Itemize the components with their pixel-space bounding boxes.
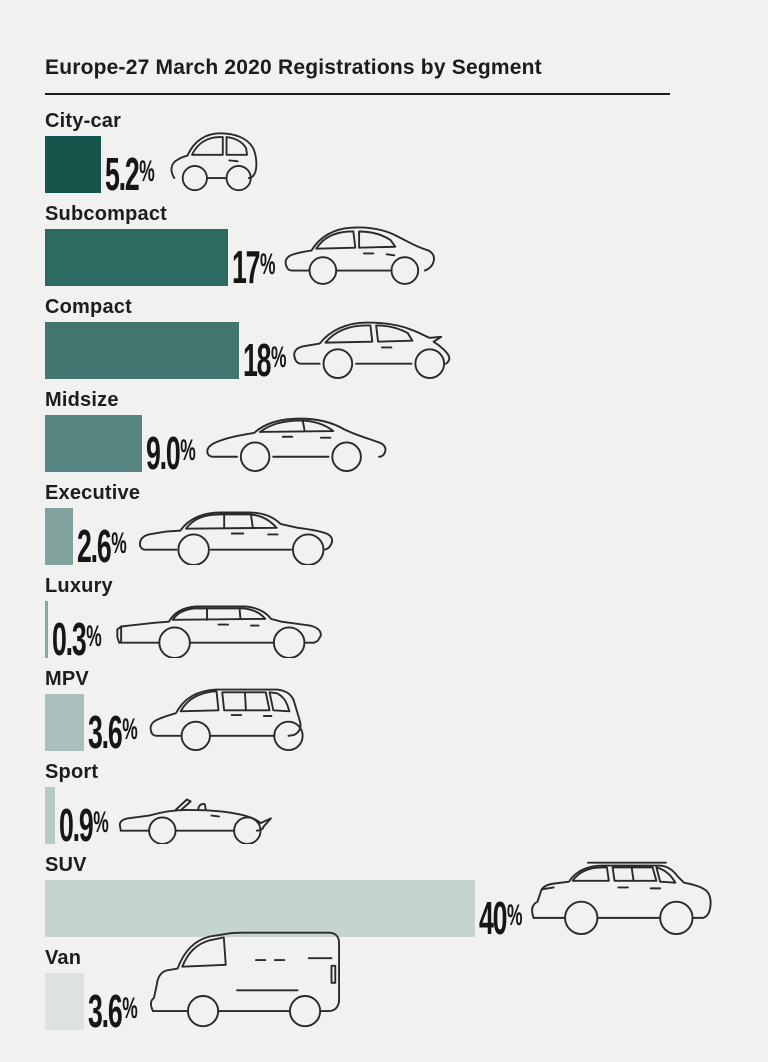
segment-label: SUV	[45, 854, 87, 876]
compact-car-illustration	[290, 312, 468, 379]
midsize-car-icon	[206, 417, 387, 472]
segment-row: Subcompact 17%	[45, 202, 728, 295]
subcompact-car-illustration	[280, 217, 442, 286]
segment-value: 9.0%	[146, 430, 196, 476]
segment-value: 18%	[243, 337, 286, 383]
segment-label: Compact	[45, 296, 132, 318]
segment-row: Compact 18%	[45, 295, 728, 388]
segment-value: 3.6%	[88, 988, 138, 1034]
executive-car-illustration	[136, 502, 362, 565]
mpv-car-icon	[149, 688, 304, 751]
segment-row: Midsize 9.0%	[45, 388, 728, 481]
segment-bar	[45, 415, 142, 472]
city-car-car-illustration	[164, 124, 276, 193]
segment-value: 17%	[232, 244, 275, 290]
percent-sign: %	[259, 248, 275, 281]
city-car-car-icon	[170, 132, 257, 192]
segment-value-number: 3.6	[87, 706, 123, 758]
segment-label: City-car	[45, 110, 122, 132]
segment-value: 40%	[479, 895, 522, 941]
segment-value: 0.3%	[52, 616, 102, 662]
segment-label: Midsize	[45, 389, 119, 411]
segment-label: Luxury	[45, 575, 113, 597]
segment-bar	[45, 136, 101, 193]
percent-sign: %	[270, 341, 286, 374]
suv-car-illustration	[527, 855, 723, 937]
segment-barline: 0.9%	[45, 787, 728, 848]
segment-value-number: 0.9	[58, 799, 94, 851]
segment-value: 0.9%	[59, 802, 109, 848]
segment-barline: 9.0%	[45, 415, 728, 476]
segment-value-number: 2.6	[76, 520, 112, 572]
segment-barline: 3.6%	[45, 688, 728, 755]
van-car-icon	[150, 931, 341, 1028]
segment-barline: 3.6%	[45, 931, 728, 1034]
segment-bar	[45, 973, 84, 1030]
luxury-car-illustration	[111, 595, 347, 658]
segment-row: SUV 40%	[45, 853, 728, 946]
segment-bar	[45, 229, 228, 286]
mpv-car-illustration	[146, 681, 342, 751]
segment-barline: 17%	[45, 226, 728, 290]
percent-sign: %	[179, 434, 195, 467]
segment-value-number: 40	[479, 892, 508, 944]
segment-bar	[45, 601, 49, 658]
percent-sign: %	[121, 713, 137, 746]
executive-car-icon	[138, 511, 333, 565]
title-divider	[45, 93, 670, 95]
segment-row: Van 3.6%	[45, 931, 728, 1039]
segment-value-number: 17	[231, 241, 261, 293]
midsize-car-illustration	[204, 411, 392, 472]
page-title: Europe-27 March 2020 Registrations by Se…	[45, 56, 542, 79]
luxury-car-icon	[116, 605, 322, 658]
segment-label: Van	[45, 947, 82, 969]
percent-sign: %	[86, 620, 102, 653]
segment-value-number: 5.2	[104, 148, 140, 200]
segment-row: Luxury 0.3%	[45, 574, 728, 667]
segment-barline: 5.2%	[45, 132, 728, 197]
percent-sign: %	[121, 992, 137, 1025]
segment-value-number: 18	[242, 334, 272, 386]
segment-row: Sport 0.9%	[45, 760, 728, 853]
percent-sign: %	[139, 155, 154, 188]
sport-car-illustration	[117, 789, 287, 844]
segment-bar	[45, 787, 55, 844]
van-car-illustration	[146, 928, 364, 1030]
sport-car-icon	[119, 798, 273, 844]
segment-label: Executive	[45, 482, 141, 504]
segment-value: 3.6%	[88, 709, 138, 755]
suv-car-icon	[531, 861, 712, 936]
segment-bar	[45, 508, 73, 565]
percent-sign: %	[111, 527, 127, 560]
segment-value: 5.2%	[105, 151, 155, 197]
segment-bar	[45, 694, 84, 751]
segment-bar	[45, 880, 475, 937]
segment-label: MPV	[45, 668, 89, 690]
subcompact-car-icon	[284, 226, 435, 285]
infographic-page: Europe-27 March 2020 Registrations by Se…	[45, 56, 728, 1039]
segment-barline: 0.3%	[45, 601, 728, 662]
segment-row: MPV 3.6%	[45, 667, 728, 760]
segment-barline: 18%	[45, 321, 728, 383]
percent-sign: %	[506, 899, 522, 932]
segment-label: Subcompact	[45, 203, 168, 225]
compact-car-icon	[293, 321, 451, 379]
segment-value-number: 9.0	[145, 427, 181, 479]
segment-label: Sport	[45, 761, 99, 783]
percent-sign: %	[92, 806, 108, 839]
segment-barline: 40%	[45, 861, 728, 941]
segment-barline: 2.6%	[45, 508, 728, 569]
segment-bar	[45, 322, 239, 379]
segment-value-number: 0.3	[52, 613, 87, 665]
segment-value: 2.6%	[77, 523, 127, 569]
segment-row: Executive 2.6%	[45, 481, 728, 574]
segment-value-number: 3.6	[87, 985, 123, 1037]
segment-bar-chart: City-car 5.2% Subcompact 17% Compact	[45, 109, 728, 1039]
segment-row: City-car 5.2%	[45, 109, 728, 202]
